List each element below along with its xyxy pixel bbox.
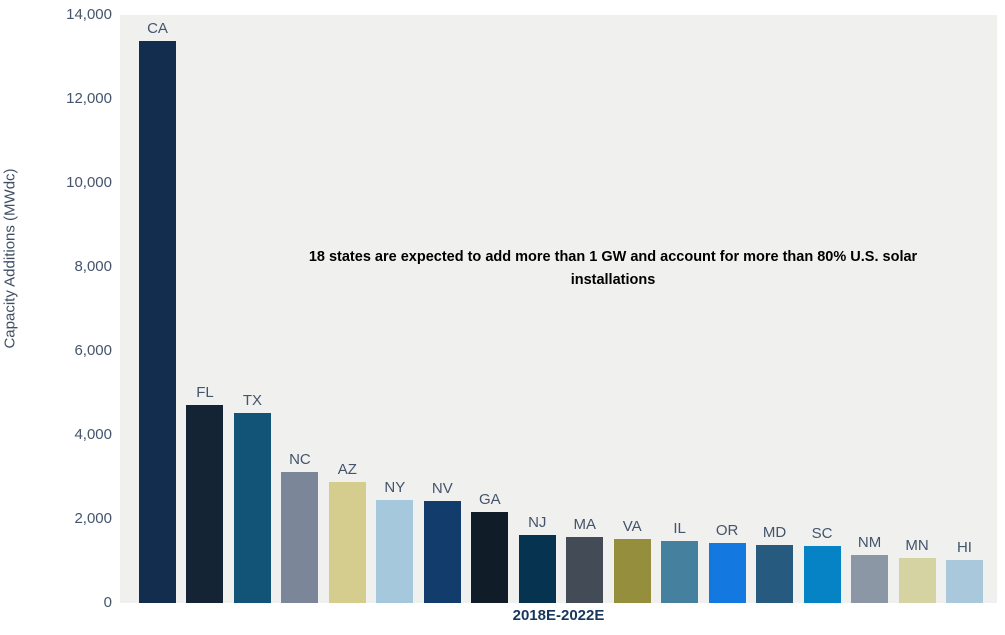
bar-va	[613, 539, 651, 603]
bar-label-ga: GA	[478, 491, 501, 508]
plot-area: 18 states are expected to add more than …	[120, 15, 997, 603]
bar-nv	[423, 501, 461, 603]
bar-fl	[186, 405, 224, 603]
bar-sc	[803, 546, 841, 603]
bar-label-or: OR	[715, 522, 739, 539]
x-axis-label: 2018E-2022E	[512, 607, 605, 624]
bar-ga	[471, 512, 509, 603]
bar-group-nv: NV	[423, 480, 461, 603]
bar-group-va: VA	[613, 518, 651, 603]
bar-group-il: IL	[661, 520, 699, 603]
bar-group-fl: FL	[186, 384, 224, 603]
bar-label-nm: NM	[857, 534, 882, 551]
y-tick-label: 6,000	[74, 342, 112, 359]
bar-label-hi: HI	[956, 539, 972, 556]
bar-ma	[566, 537, 604, 603]
bar-group-ny: NY	[376, 479, 414, 603]
bar-label-nc: NC	[289, 451, 311, 468]
bar-label-il: IL	[673, 520, 686, 537]
bar-label-mn: MN	[905, 537, 929, 554]
bars: CA FL TX NC AZ NY NV GA NJ MA VA IL OR MD SC NM MN HI	[120, 15, 997, 603]
bar-group-mn: MN	[898, 537, 936, 603]
bar-group-az: AZ	[328, 461, 366, 603]
bar-label-va: VA	[622, 518, 642, 535]
bar-group-nc: NC	[281, 451, 319, 603]
bar-tx	[233, 413, 271, 603]
bar-az	[328, 482, 366, 603]
bar-nj	[518, 535, 556, 603]
bar-label-nv: NV	[431, 480, 453, 497]
bar-or	[708, 543, 746, 603]
bar-md	[756, 545, 794, 603]
y-tick-label: 2,000	[74, 510, 112, 527]
bar-label-ma: MA	[573, 516, 596, 533]
bar-il	[661, 541, 699, 603]
bar-ny	[376, 500, 414, 603]
bar-label-md: MD	[762, 524, 787, 541]
bar-group-ca: CA	[139, 20, 176, 603]
bar-group-nj: NJ	[518, 514, 556, 603]
bar-label-nj: NJ	[528, 514, 547, 531]
bar-label-tx: TX	[242, 392, 263, 409]
y-tick-label: 10,000	[66, 174, 112, 191]
y-tick-label: 8,000	[74, 258, 112, 275]
bar-group-sc: SC	[803, 525, 841, 603]
bar-label-fl: FL	[196, 384, 214, 401]
bar-label-az: AZ	[337, 461, 357, 478]
bar-label-sc: SC	[811, 525, 833, 542]
bar-hi	[945, 560, 983, 603]
y-tick-label: 12,000	[66, 90, 112, 107]
y-tick-label: 0	[103, 594, 112, 611]
bar-group-hi: HI	[945, 539, 983, 603]
bar-label-ny: NY	[384, 479, 406, 496]
y-tick-label: 14,000	[66, 6, 112, 23]
bar-group-md: MD	[756, 524, 794, 603]
annotation: 18 states are expected to add more than …	[308, 249, 918, 289]
bar-group-ga: GA	[471, 491, 509, 603]
bar-ca	[139, 41, 176, 603]
bar-group-tx: TX	[233, 392, 271, 603]
bar-group-nm: NM	[851, 534, 889, 603]
bar-nc	[281, 472, 319, 603]
bar-nm	[851, 555, 889, 603]
bar-group-or: OR	[708, 522, 746, 603]
y-tick-label: 4,000	[74, 426, 112, 443]
bar-label-ca: CA	[147, 20, 168, 37]
bar-group-ma: MA	[566, 516, 604, 603]
bar-mn	[898, 558, 936, 603]
